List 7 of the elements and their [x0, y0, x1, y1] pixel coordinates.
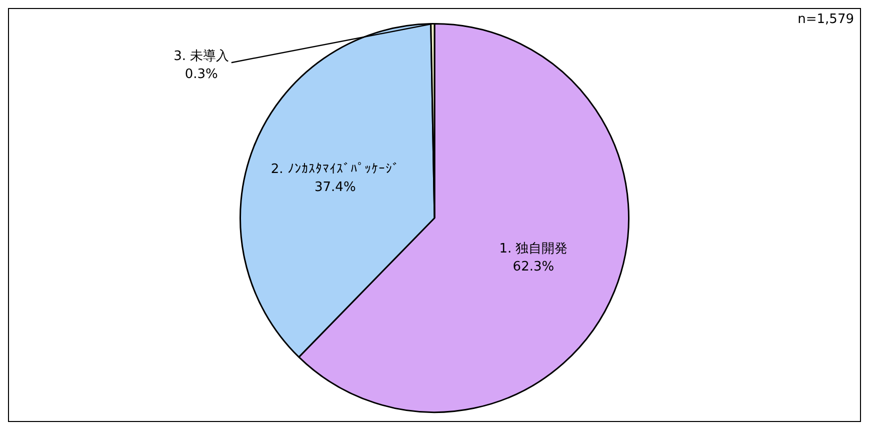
slice-label: 2. ﾉﾝｶｽﾀﾏｲｽﾞﾊﾟｯｹｰｼﾞ	[270, 162, 400, 178]
slice-label: 1. 独自開発	[499, 242, 568, 257]
data-label: 37.4%	[314, 180, 356, 196]
slice-label: 3. 未導入	[174, 48, 230, 64]
data-label: 0.3%	[184, 66, 218, 82]
text: n=1,579	[798, 12, 854, 27]
data-label: 62.3%	[512, 260, 554, 275]
